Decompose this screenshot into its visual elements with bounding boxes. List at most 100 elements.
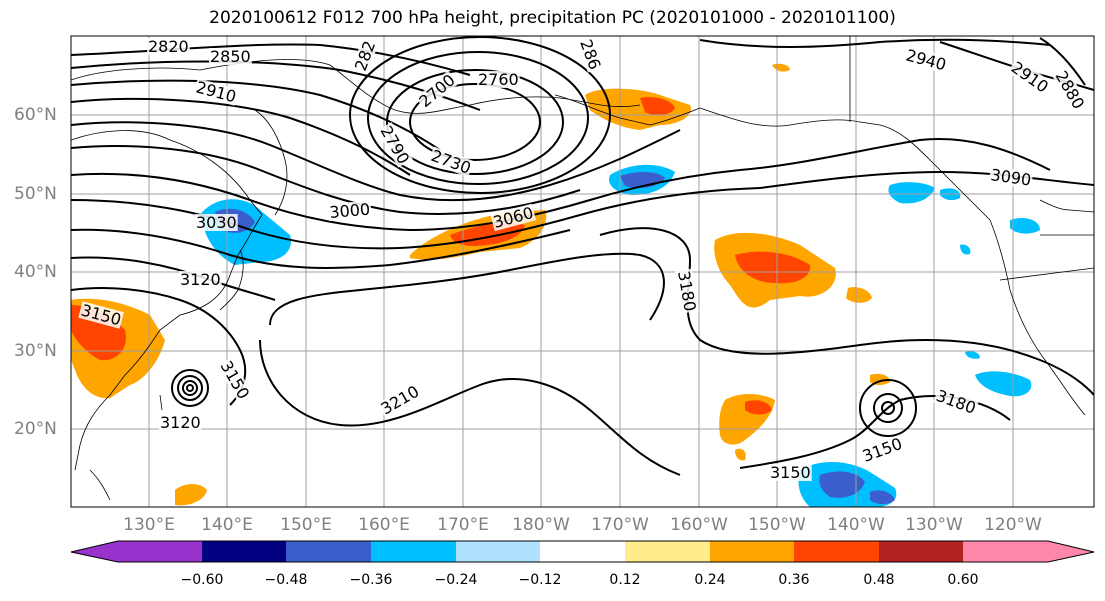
contour-label: 3090: [989, 165, 1032, 189]
contour-label-mask: [477, 71, 520, 88]
map-title: 2020100612 F012 700 hPa height, precipit…: [209, 8, 896, 28]
contour-label-mask: [147, 38, 190, 55]
contour-label: 2850: [210, 47, 251, 66]
colorbar-tick-label: 0.12: [609, 572, 641, 588]
contour-label-mask: [377, 382, 423, 419]
colorbar-tick-label: 0.36: [778, 572, 810, 588]
height-contours: [71, 36, 1094, 476]
colorbar-segment: [286, 541, 371, 562]
colorbar-tick-label: −0.12: [518, 572, 562, 588]
contour-label: 3150: [860, 434, 905, 466]
contour-label: 3150: [217, 358, 254, 403]
precip-positive-area: [585, 88, 691, 130]
colorbar-segment: [71, 541, 202, 562]
contour-label: 3180: [934, 386, 979, 418]
colorbar-segment: [371, 541, 456, 562]
contour-label-mask: [78, 301, 124, 329]
contour-label-mask: [988, 165, 1034, 189]
contour-label-mask: [674, 268, 700, 314]
contour-label: 3000: [329, 200, 371, 222]
colorbar-segment: [625, 541, 710, 562]
contour-label-mask: [179, 271, 222, 288]
lat-label: 20°N: [14, 419, 57, 439]
colorbar-tick-label: 0.60: [947, 572, 979, 588]
lon-label: 130°W: [905, 515, 963, 535]
contour-label-mask: [933, 386, 979, 418]
contour-label: 2760: [478, 70, 519, 89]
colorbar-segment: [879, 541, 963, 562]
lat-label: 40°N: [14, 262, 57, 282]
precip-positive-area: [745, 400, 772, 415]
precip-negative-area: [1010, 218, 1040, 234]
contour-label-mask: [859, 434, 906, 466]
precip-positive-area: [175, 484, 207, 506]
lat-label: 30°N: [14, 341, 57, 361]
lon-label: 120°W: [984, 515, 1042, 535]
lon-label: 160°W: [670, 515, 728, 535]
contour-label: 2790: [377, 123, 414, 168]
lon-label: 160°E: [358, 515, 410, 535]
lon-label: 150°W: [748, 515, 806, 535]
contour-label: 286: [576, 37, 604, 72]
contour-label: 2820: [148, 37, 189, 56]
contour-label-mask: [351, 37, 379, 74]
precip-positive-area: [735, 251, 811, 284]
precip-negative-area: [965, 351, 980, 359]
colorbar: [70, 540, 1095, 563]
contour-label-mask: [327, 200, 372, 222]
contour-label-mask: [216, 357, 253, 403]
contour-label-mask: [209, 48, 252, 65]
colorbar-segment: [794, 541, 879, 562]
contour-label-mask: [490, 203, 537, 232]
lon-label: 180°W: [512, 515, 570, 535]
coastlines: [71, 36, 1094, 501]
colorbar-segment: [456, 541, 540, 562]
colorbar-tick-label: −0.60: [180, 572, 224, 588]
contour-label: 3030: [196, 213, 237, 232]
colorbar-segment: [963, 541, 1094, 562]
colorbar-segment: [202, 541, 286, 562]
contour-label-mask: [1051, 67, 1088, 113]
precip-negative-area: [975, 371, 1032, 397]
graticule: [71, 36, 1094, 507]
contour-label: 3180: [674, 269, 700, 312]
contour-label: 2940: [904, 46, 948, 75]
contour-label-mask: [903, 46, 949, 74]
colorbar-tick-label: −0.24: [434, 572, 478, 588]
precip-positive-area: [640, 97, 675, 116]
lon-label: 170°W: [591, 515, 649, 535]
lon-label: 130°E: [123, 515, 175, 535]
contour-label-mask: [415, 70, 459, 111]
contour-label-mask: [193, 78, 239, 106]
precip-negative-area: [870, 490, 895, 505]
contour-label-mask: [376, 122, 413, 168]
lat-label: 50°N: [14, 184, 57, 204]
lon-label: 150°E: [280, 515, 332, 535]
precip-negative-area: [960, 244, 971, 255]
colorbar-tick-label: 0.48: [863, 572, 895, 588]
contour-label: 3120: [160, 413, 201, 432]
contour-label-mask: [769, 464, 812, 481]
plot-frame: [70, 35, 1095, 508]
contour-label: 2880: [1052, 68, 1089, 113]
precip-positive-area: [772, 63, 790, 72]
colorbar-outline: [70, 540, 1095, 563]
precip-negative-area: [819, 471, 865, 498]
precip-negative-area: [888, 182, 935, 204]
precip-positive-area: [735, 448, 746, 461]
lon-label: 140°W: [827, 515, 885, 535]
lon-label: 170°E: [437, 515, 489, 535]
colorbar-tick-label: −0.36: [349, 572, 393, 588]
colorbar-tick-label: −0.48: [264, 572, 308, 588]
colorbar-segment: [710, 541, 794, 562]
lat-label: 60°N: [14, 105, 57, 125]
colorbar-segment: [540, 541, 625, 562]
contour-label-mask: [576, 36, 604, 73]
contour-label-mask: [195, 214, 238, 231]
precip-positive-area: [846, 287, 872, 303]
contour-label-mask: [428, 146, 474, 178]
colorbar-tick-label: 0.24: [694, 572, 726, 588]
lon-label: 140°E: [201, 515, 253, 535]
contour-label-mask: [159, 414, 202, 431]
